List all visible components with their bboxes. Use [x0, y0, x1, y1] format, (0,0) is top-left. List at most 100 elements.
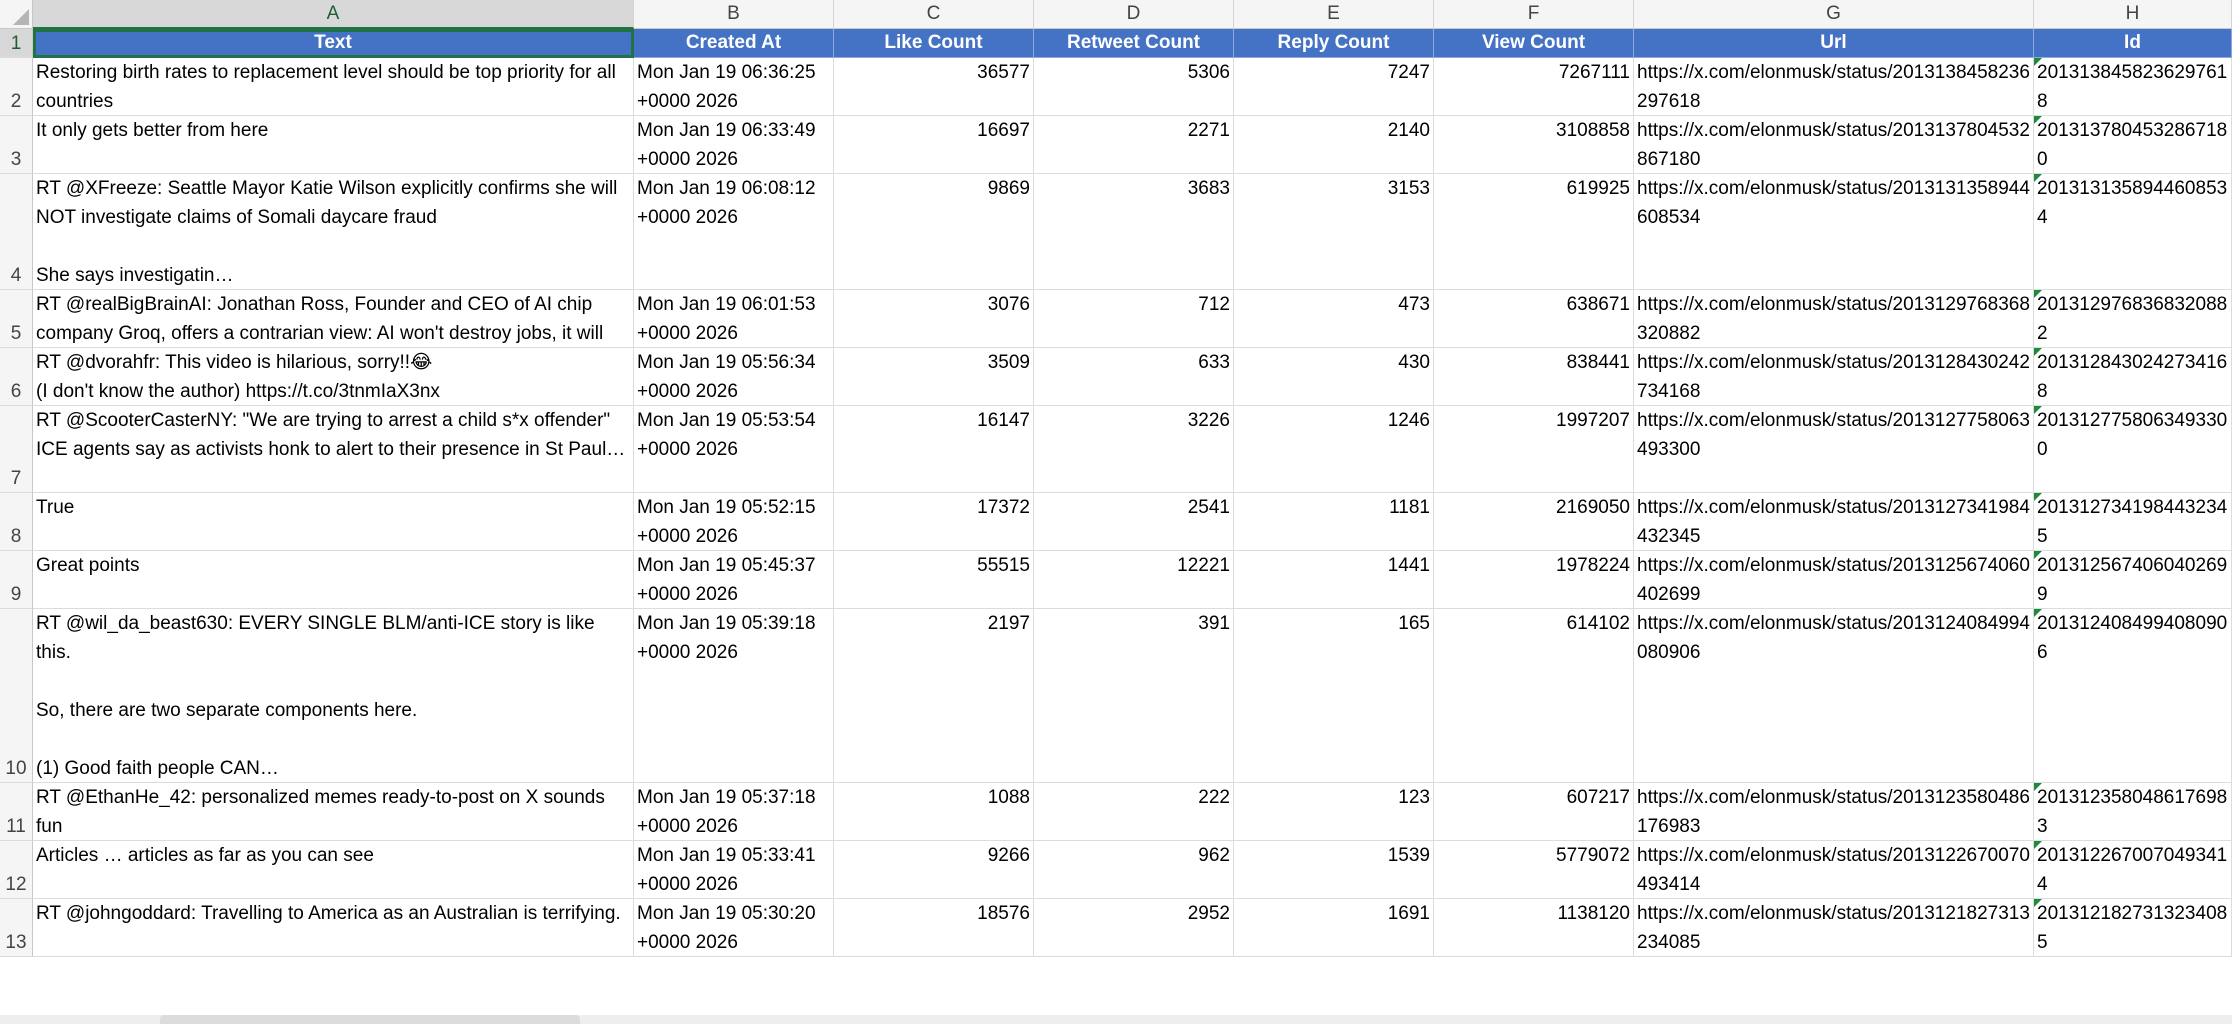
- cell-reply-count[interactable]: 1441: [1234, 551, 1434, 609]
- cell-retweet-count[interactable]: 391: [1034, 609, 1234, 783]
- cell-text[interactable]: Great points: [33, 551, 634, 609]
- cell-url[interactable]: https://x.com/elonmusk/status/2013137804…: [1634, 116, 2034, 174]
- cell-view-count[interactable]: 638671: [1434, 290, 1634, 348]
- header-cell-view-count[interactable]: View Count: [1434, 29, 1634, 58]
- cell-retweet-count[interactable]: 2271: [1034, 116, 1234, 174]
- cell-retweet-count[interactable]: 222: [1034, 783, 1234, 841]
- cell-id[interactable]: 2013121827313234085: [2034, 899, 2232, 957]
- row-header[interactable]: 12: [0, 841, 33, 899]
- cell-created-at[interactable]: Mon Jan 19 06:08:12 +0000 2026: [634, 174, 834, 290]
- cell-created-at[interactable]: Mon Jan 19 05:45:37 +0000 2026: [634, 551, 834, 609]
- cell-like-count[interactable]: 17372: [834, 493, 1034, 551]
- cell-reply-count[interactable]: 1181: [1234, 493, 1434, 551]
- column-header-g[interactable]: G: [1634, 0, 2034, 29]
- cell-retweet-count[interactable]: 2541: [1034, 493, 1234, 551]
- cell-created-at[interactable]: Mon Jan 19 06:33:49 +0000 2026: [634, 116, 834, 174]
- cell-url[interactable]: https://x.com/elonmusk/status/2013128430…: [1634, 348, 2034, 406]
- column-header-b[interactable]: B: [634, 0, 834, 29]
- cell-like-count[interactable]: 36577: [834, 58, 1034, 116]
- cell-view-count[interactable]: 7267111: [1434, 58, 1634, 116]
- cell-created-at[interactable]: Mon Jan 19 05:52:15 +0000 2026: [634, 493, 834, 551]
- cell-reply-count[interactable]: 2140: [1234, 116, 1434, 174]
- cell-text[interactable]: RT @wil_da_beast630: EVERY SINGLE BLM/an…: [33, 609, 634, 783]
- select-all-corner[interactable]: [0, 0, 33, 29]
- header-cell-retweet-count[interactable]: Retweet Count: [1034, 29, 1234, 58]
- cell-reply-count[interactable]: 7247: [1234, 58, 1434, 116]
- cell-id[interactable]: 2013127341984432345: [2034, 493, 2232, 551]
- cell-reply-count[interactable]: 1246: [1234, 406, 1434, 493]
- cell-retweet-count[interactable]: 3683: [1034, 174, 1234, 290]
- header-cell-id[interactable]: Id: [2034, 29, 2232, 58]
- cell-like-count[interactable]: 9266: [834, 841, 1034, 899]
- cell-like-count[interactable]: 3076: [834, 290, 1034, 348]
- cell-text[interactable]: RT @XFreeze: Seattle Mayor Katie Wilson …: [33, 174, 634, 290]
- cell-retweet-count[interactable]: 712: [1034, 290, 1234, 348]
- row-header[interactable]: 13: [0, 899, 33, 957]
- cell-url[interactable]: https://x.com/elonmusk/status/2013123580…: [1634, 783, 2034, 841]
- cell-like-count[interactable]: 18576: [834, 899, 1034, 957]
- row-header[interactable]: 6: [0, 348, 33, 406]
- cell-reply-count[interactable]: 123: [1234, 783, 1434, 841]
- row-header[interactable]: 11: [0, 783, 33, 841]
- cell-created-at[interactable]: Mon Jan 19 06:36:25 +0000 2026: [634, 58, 834, 116]
- cell-url[interactable]: https://x.com/elonmusk/status/2013127341…: [1634, 493, 2034, 551]
- cell-view-count[interactable]: 607217: [1434, 783, 1634, 841]
- cell-url[interactable]: https://x.com/elonmusk/status/2013122670…: [1634, 841, 2034, 899]
- header-cell-text[interactable]: Text: [33, 29, 634, 58]
- cell-view-count[interactable]: 1138120: [1434, 899, 1634, 957]
- header-cell-url[interactable]: Url: [1634, 29, 2034, 58]
- header-cell-created-at[interactable]: Created At: [634, 29, 834, 58]
- cell-view-count[interactable]: 614102: [1434, 609, 1634, 783]
- cell-id[interactable]: 2013129768368320882: [2034, 290, 2232, 348]
- cell-created-at[interactable]: Mon Jan 19 05:39:18 +0000 2026: [634, 609, 834, 783]
- cell-view-count[interactable]: 1997207: [1434, 406, 1634, 493]
- column-header-c[interactable]: C: [834, 0, 1034, 29]
- row-header[interactable]: 7: [0, 406, 33, 493]
- cell-url[interactable]: https://x.com/elonmusk/status/2013131358…: [1634, 174, 2034, 290]
- row-header[interactable]: 9: [0, 551, 33, 609]
- row-header[interactable]: 8: [0, 493, 33, 551]
- row-header[interactable]: 2: [0, 58, 33, 116]
- cell-id[interactable]: 2013128430242734168: [2034, 348, 2232, 406]
- cell-like-count[interactable]: 3509: [834, 348, 1034, 406]
- column-header-d[interactable]: D: [1034, 0, 1234, 29]
- cell-like-count[interactable]: 1088: [834, 783, 1034, 841]
- cell-text[interactable]: Articles … articles as far as you can se…: [33, 841, 634, 899]
- row-header[interactable]: 5: [0, 290, 33, 348]
- cell-view-count[interactable]: 3108858: [1434, 116, 1634, 174]
- cell-url[interactable]: https://x.com/elonmusk/status/2013121827…: [1634, 899, 2034, 957]
- cell-id[interactable]: 2013127758063493300: [2034, 406, 2232, 493]
- cell-text[interactable]: RT @EthanHe_42: personalized memes ready…: [33, 783, 634, 841]
- cell-view-count[interactable]: 838441: [1434, 348, 1634, 406]
- cell-created-at[interactable]: Mon Jan 19 06:01:53 +0000 2026: [634, 290, 834, 348]
- column-header-e[interactable]: E: [1234, 0, 1434, 29]
- cell-retweet-count[interactable]: 3226: [1034, 406, 1234, 493]
- cell-id[interactable]: 2013131358944608534: [2034, 174, 2232, 290]
- cell-retweet-count[interactable]: 12221: [1034, 551, 1234, 609]
- cell-created-at[interactable]: Mon Jan 19 05:53:54 +0000 2026: [634, 406, 834, 493]
- cell-text[interactable]: RT @johngoddard: Travelling to America a…: [33, 899, 634, 957]
- cell-view-count[interactable]: 5779072: [1434, 841, 1634, 899]
- header-cell-like-count[interactable]: Like Count: [834, 29, 1034, 58]
- cell-like-count[interactable]: 9869: [834, 174, 1034, 290]
- cell-reply-count[interactable]: 3153: [1234, 174, 1434, 290]
- cell-text[interactable]: Restoring birth rates to replacement lev…: [33, 58, 634, 116]
- cell-created-at[interactable]: Mon Jan 19 05:30:20 +0000 2026: [634, 899, 834, 957]
- header-cell-reply-count[interactable]: Reply Count: [1234, 29, 1434, 58]
- cell-retweet-count[interactable]: 962: [1034, 841, 1234, 899]
- cell-like-count[interactable]: 16147: [834, 406, 1034, 493]
- cell-text[interactable]: True: [33, 493, 634, 551]
- cell-id[interactable]: 2013124084994080906: [2034, 609, 2232, 783]
- cell-like-count[interactable]: 2197: [834, 609, 1034, 783]
- cell-created-at[interactable]: Mon Jan 19 05:56:34 +0000 2026: [634, 348, 834, 406]
- cell-reply-count[interactable]: 1691: [1234, 899, 1434, 957]
- cell-id[interactable]: 2013122670070493414: [2034, 841, 2232, 899]
- column-header-f[interactable]: F: [1434, 0, 1634, 29]
- cell-text[interactable]: RT @ScooterCasterNY: "We are trying to a…: [33, 406, 634, 493]
- cell-like-count[interactable]: 55515: [834, 551, 1034, 609]
- row-header[interactable]: 10: [0, 609, 33, 783]
- column-header-a[interactable]: A: [33, 0, 634, 29]
- cell-retweet-count[interactable]: 5306: [1034, 58, 1234, 116]
- bottom-scroll-bar[interactable]: [0, 1015, 2232, 1024]
